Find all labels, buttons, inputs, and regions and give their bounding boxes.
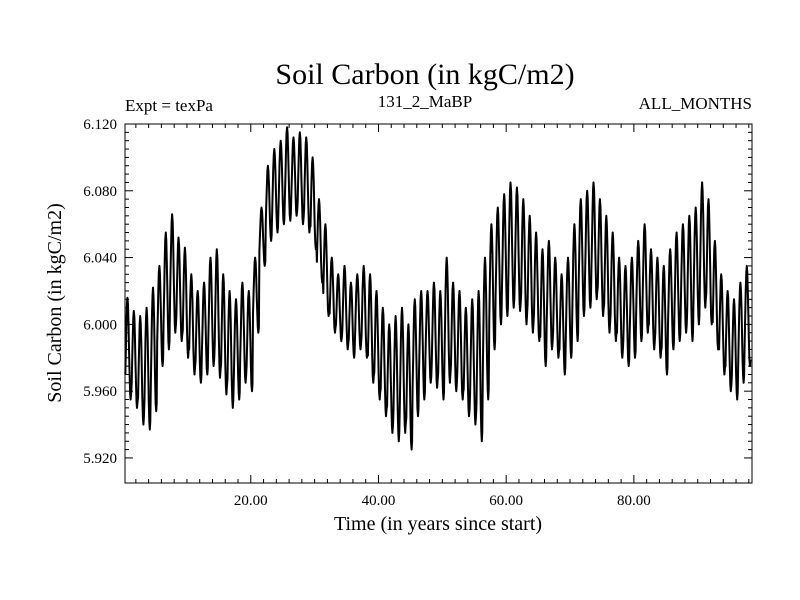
y-tick-label: 5.920 — [83, 451, 117, 467]
y-tick-label: 5.960 — [83, 384, 117, 400]
y-tick-label: 6.040 — [83, 251, 117, 267]
y-tick-label: 6.080 — [83, 184, 117, 200]
chart-title: Soil Carbon (in kgC/m2) — [275, 58, 574, 91]
y-tick-label: 6.120 — [83, 117, 117, 133]
x-tick-label: 60.00 — [489, 493, 523, 509]
experiment-label: Expt = texPa — [125, 96, 213, 115]
y-axis-label: Soil Carbon (in kgC/m2) — [44, 203, 66, 402]
x-tick-label: 40.00 — [362, 493, 396, 509]
y-tick-label: 6.000 — [83, 317, 117, 333]
x-axis-label: Time (in years since start) — [334, 513, 542, 535]
x-tick-label: 80.00 — [617, 493, 651, 509]
x-tick-label: 20.00 — [234, 493, 268, 509]
months-label: ALL_MONTHS — [639, 94, 752, 113]
soil-carbon-series-line — [124, 126, 752, 451]
plot-frame — [124, 123, 753, 484]
period-label: 131_2_MaBP — [378, 92, 472, 111]
x-axis: 20.00 40.00 60.00 80.00 — [135, 124, 750, 509]
